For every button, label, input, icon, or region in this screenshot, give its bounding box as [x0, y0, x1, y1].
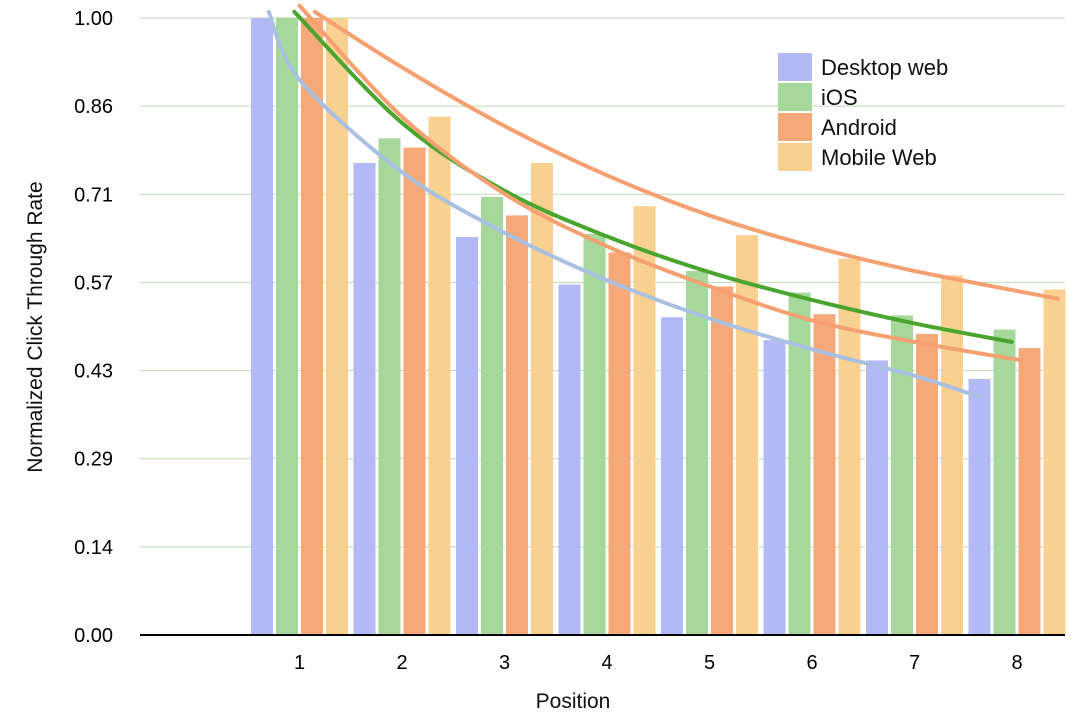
- legend: Desktop web iOS Android Mobile Web: [778, 53, 948, 171]
- bar-mobile-web-3: [531, 162, 553, 635]
- y-tick-label: 0.71: [74, 184, 113, 206]
- bar-ios-3: [481, 196, 503, 635]
- legend-label: Android: [821, 115, 897, 140]
- bar-ios-8: [993, 329, 1016, 635]
- y-tick-label: 0.57: [74, 272, 113, 294]
- bar-ios-6: [788, 292, 811, 635]
- trendlines: [266, 3, 1060, 400]
- y-axis-tick-labels: 0.00 0.14 0.29 0.43 0.57 0.71 0.86 1.00: [74, 8, 113, 647]
- x-tick-label: 5: [704, 652, 715, 674]
- y-tick-label: 1.00: [74, 8, 113, 30]
- legend-label: iOS: [821, 85, 858, 110]
- trendline-android: [297, 3, 1025, 363]
- bar-mobile-web-4: [633, 206, 656, 635]
- trendline-ios: [292, 9, 1014, 344]
- bar-desktop-web-4: [558, 284, 581, 635]
- trendline-desktop-web: [266, 9, 984, 400]
- legend-swatch: [778, 143, 812, 171]
- bar-ios-4: [583, 233, 606, 635]
- bar-android-4: [608, 252, 631, 635]
- legend-swatch: [778, 113, 812, 141]
- y-tick-label: 0.86: [74, 96, 113, 118]
- bar-mobile-web-2: [428, 116, 451, 636]
- x-tick-label: 7: [909, 652, 920, 674]
- bar-desktop-web-3: [456, 237, 478, 635]
- x-tick-label: 4: [601, 652, 612, 674]
- x-tick-label: 1: [294, 652, 305, 674]
- bar-android-3: [506, 215, 528, 635]
- x-tick-label: 2: [396, 652, 407, 674]
- bar-android-8: [1018, 348, 1041, 635]
- bar-mobile-web-6: [838, 258, 861, 635]
- bars: [251, 18, 1066, 636]
- x-tick-label: 8: [1011, 652, 1022, 674]
- bar-android-2: [403, 147, 426, 635]
- legend-swatch: [778, 83, 812, 111]
- bar-ios-2: [378, 138, 401, 635]
- bar-android-5: [711, 286, 733, 635]
- x-axis-tick-labels: 1 2 3 4 5 6 7 8: [294, 652, 1023, 674]
- bar-mobile-web-5: [736, 235, 758, 635]
- bar-android-1: [301, 18, 323, 635]
- trendline-mobile-web: [312, 9, 1060, 301]
- legend-label: Mobile Web: [821, 145, 937, 170]
- y-tick-label: 0.14: [74, 537, 113, 559]
- y-tick-label: 0.29: [74, 449, 113, 471]
- bar-ios-7: [891, 315, 913, 635]
- y-axis-title: Normalized Click Through Rate: [24, 181, 47, 472]
- bar-mobile-web-1: [326, 18, 348, 635]
- legend-swatch: [778, 53, 812, 81]
- bar-desktop-web-2: [353, 162, 376, 635]
- bar-ios-5: [686, 270, 708, 635]
- bar-desktop-web-5: [661, 317, 683, 635]
- bar-desktop-web-6: [763, 340, 786, 635]
- x-axis-title: Position: [536, 690, 611, 713]
- bar-desktop-web-1: [251, 18, 273, 635]
- bar-android-7: [916, 333, 938, 635]
- bar-android-6: [813, 314, 836, 635]
- bar-desktop-web-8: [968, 378, 991, 635]
- x-tick-label: 3: [499, 652, 510, 674]
- bar-mobile-web-8: [1043, 289, 1066, 635]
- bar-mobile-web-7: [941, 275, 963, 635]
- bar-ios-1: [276, 18, 298, 635]
- y-tick-label: 0.00: [74, 625, 113, 647]
- bar-desktop-web-7: [866, 360, 888, 635]
- y-tick-label: 0.43: [74, 361, 113, 383]
- legend-label: Desktop web: [821, 55, 948, 80]
- x-tick-label: 6: [806, 652, 817, 674]
